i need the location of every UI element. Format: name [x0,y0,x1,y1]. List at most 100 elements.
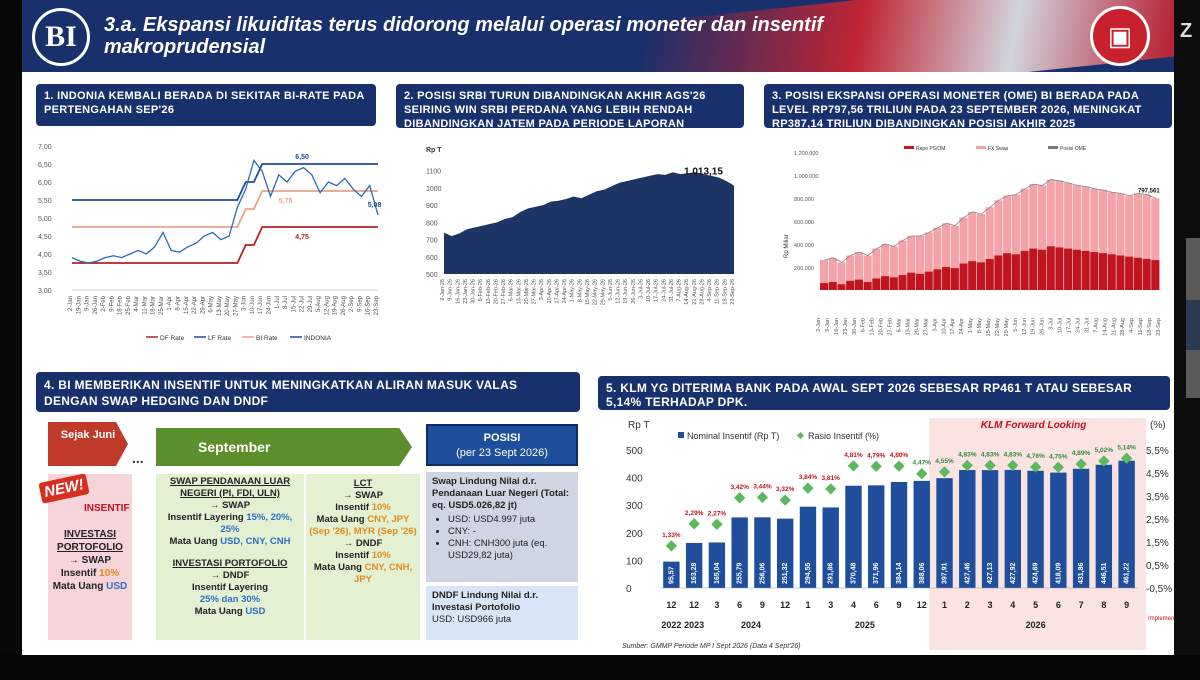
bar-value-label: 165,04 [714,562,721,584]
ratio-value-label: 1,33% [662,532,681,539]
legend-label: INDONIA [304,335,332,342]
x-tick-label: 9-Sep [357,295,363,312]
x-tick-label: 28-Aug [1120,318,1126,336]
posisi-box2-title: DNDF Lindung Nilai d.r. Investasi Portof… [432,590,539,613]
ratio-value-label: 4,83% [958,451,977,458]
col2-pct2: 25% dan 30% [199,594,261,605]
y2-tick-label: 2,5% [1146,515,1169,526]
y-tick-label: 4,50 [38,234,52,241]
repo-bar [994,255,1003,290]
x-tick-label: 12-Jun [1022,318,1028,335]
x-tick-label: 20-Mar-26 [524,279,530,304]
fx-swap-bar [933,227,942,290]
repo-bar [1020,250,1029,290]
repo-bar [985,258,994,290]
x-tick-label: 15-Apr [184,296,190,314]
fx-swap-bar [1037,185,1047,290]
y-tick-label: 700 [426,238,438,245]
y-tick-label: 500 [426,272,438,279]
legend-label: Posisi OME [1060,146,1087,152]
fx-swap-bar [907,235,916,290]
x-tick-label: 31-Jul [1084,318,1090,333]
fx-swap-bar [889,246,898,290]
year-label: 2023 [684,620,704,630]
legend-bar-swatch [678,432,684,438]
posisi-header: POSISI (per 23 Sept 2026) [426,424,578,466]
repo-bar [1011,254,1020,290]
x-tick-label: 27-Mar [923,318,929,336]
x-tick-label: 1-Jul [275,296,281,309]
x-tick-label: 9-Feb [109,295,115,311]
x-tick-label: 9-Jan [825,318,831,332]
x-tick-label: 24-Jul [1075,318,1081,333]
x-tick-label: 25-Feb [126,295,132,315]
bar-value-label: 427,13 [987,562,994,584]
fx-swap-bar [863,255,872,290]
fx-swap-bar [985,207,994,290]
bar-value-label: 294,55 [805,562,812,584]
fx-swap-bar [1125,195,1134,290]
x-category-label: 12 [780,600,790,610]
x-tick-label: 28-Aug-26 [699,279,705,305]
x-tick-label: 19-Jun [1031,318,1037,335]
indonia-label: 5,08 [368,202,382,209]
swap-funding-card [156,474,304,640]
y2-tick-label: 1,5% [1146,538,1169,549]
bar-value-label: 431,86 [1078,562,1085,584]
source-note: Sumber: GMMP Periode MP I Sept 2026 (Dat… [622,643,801,650]
x-tick-label: 10-Jun [250,296,256,314]
y2-tick-label: 3,5% [1146,492,1169,503]
repo-bar [1037,249,1047,290]
ratio-marker [825,483,837,495]
col2-title2: INVESTASI PORTOFOLIO [172,558,288,569]
x-category-label: 3 [988,600,993,610]
x-tick-label: 5-Jun [1013,318,1019,332]
x-category-label: 12 [689,600,699,610]
legend-label: LF Rate [208,335,232,342]
x-tick-label: 11-Mar [142,296,148,315]
y-tick-label: 1.000.000 [794,174,818,180]
x-tick-label: 22-May-26 [593,279,599,305]
x-tick-label: 30-Jan-26 [471,279,477,304]
x-category-label: 9 [760,600,765,610]
repo-bar [881,276,890,290]
unit-label: Rp T [426,147,442,154]
x-tick-label: 4-Sep [1129,318,1135,333]
ratio-value-label: 4,55% [935,458,954,465]
col2-cur2: USD [245,606,266,617]
col3-line2: Insentif [335,502,372,513]
x-tick-label: 14-Aug [1102,318,1108,336]
x-tick-label: 18-Sep-26 [722,279,728,305]
posisi-subtitle: (per 23 Sept 2026) [456,447,548,459]
y-tick-label: 200 [626,529,643,540]
x-tick-label: 13-May [217,296,223,316]
x-tick-label: 27-Mar-26 [532,279,538,304]
y-tick-label: 1.200.000 [794,151,818,157]
y-tick-label: 500 [626,446,643,457]
fx-swap-bar [881,244,890,290]
x-tick-label: 19-Jan [76,296,82,314]
repo-bar [1133,257,1142,290]
x-tick-label: 7-Aug-26 [677,279,683,302]
fx-swap-bar [1081,186,1090,290]
legend-label: FX Swap [988,146,1009,152]
incentive-bar [936,478,953,588]
x-tick-label: 24-Apr [959,318,965,335]
y-tick-label: 1100 [426,169,441,176]
incentive-bar [1118,460,1135,588]
x-category-label: 8 [1101,600,1106,610]
ratio-marker [711,518,723,530]
x-tick-label: 1-May [968,318,974,334]
x-tick-label: 6-Mar [897,318,903,333]
x-tick-label: 23-Sep-26 [730,279,736,305]
ratio-value-label: 4,89% [1072,450,1091,457]
x-tick-label: 3-Apr-26 [539,279,545,300]
fx-swap-bar [846,255,855,290]
posisi-box1-title: Swap Lindung Nilai d.r. Pendanaan Luar N… [432,476,570,511]
bar-value-label: 384,14 [896,562,903,584]
x-category-label: 6 [1056,600,1061,610]
y-tick-label: 3,50 [38,270,52,277]
srbi-area [444,172,734,274]
col3-line1: → SWAP [342,490,384,501]
repo-bar [915,273,925,290]
